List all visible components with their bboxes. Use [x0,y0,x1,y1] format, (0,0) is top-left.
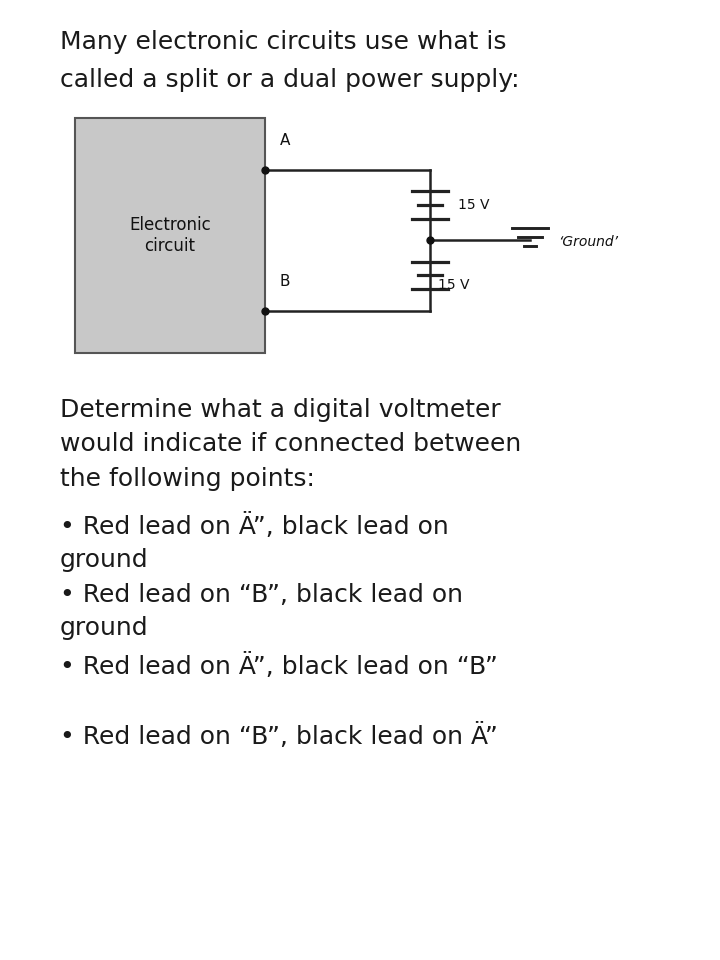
Text: 15 V: 15 V [458,198,490,212]
Text: • Red lead on Ä”, black lead on “B”: • Red lead on Ä”, black lead on “B” [60,653,498,679]
Text: called a split or a dual power supply:: called a split or a dual power supply: [60,68,520,92]
Text: Determine what a digital voltmeter
would indicate if connected between
the follo: Determine what a digital voltmeter would… [60,398,521,491]
Text: • Red lead on “B”, black lead on Ä”: • Red lead on “B”, black lead on Ä” [60,723,498,749]
Bar [75,118,265,353]
Text: ‘Ground’: ‘Ground’ [558,235,618,250]
Text: Electronic
circuit: Electronic circuit [129,216,211,255]
Text: 15 V: 15 V [438,278,469,293]
Text: • Red lead on Ä”, black lead on
ground: • Red lead on Ä”, black lead on ground [60,513,449,571]
Text: A: A [280,132,290,148]
Text: • Red lead on “B”, black lead on
ground: • Red lead on “B”, black lead on ground [60,583,463,639]
Text: B: B [280,274,290,289]
Text: Many electronic circuits use what is: Many electronic circuits use what is [60,30,506,54]
